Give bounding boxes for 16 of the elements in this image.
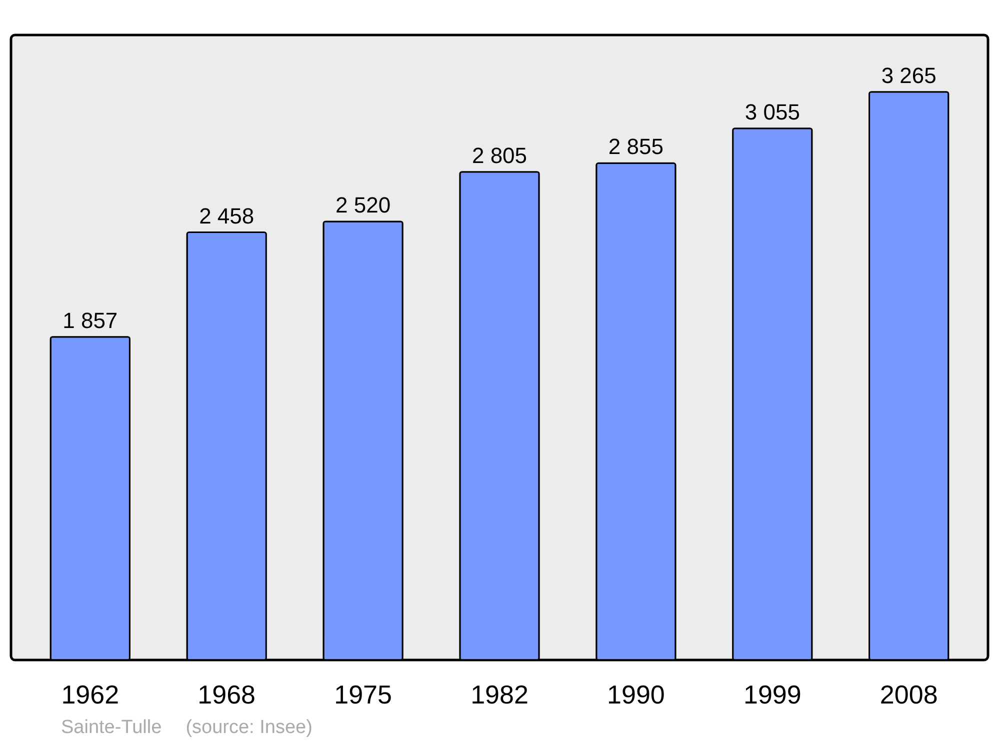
data-label: 2 805 [472, 142, 528, 168]
text: Sainte-Tulle [61, 717, 162, 738]
x-tick-label: 1975 [334, 680, 392, 710]
x-tick-label: 1962 [61, 680, 120, 710]
text: (source: Insee) [186, 717, 312, 738]
data-label: 2 520 [336, 192, 391, 218]
data-label: 3 055 [744, 99, 800, 124]
x-tick-label: 1999 [743, 680, 802, 710]
data-label: 2 458 [199, 203, 254, 228]
x-tick-label: 2008 [880, 680, 938, 710]
data-label: 3 265 [881, 62, 936, 88]
x-tick-label: 1982 [470, 680, 528, 710]
data-label: 2 855 [608, 134, 664, 160]
x-tick-label: 1990 [607, 680, 665, 710]
x-tick-label: 1968 [198, 680, 256, 710]
data-label: 1 857 [62, 308, 118, 333]
